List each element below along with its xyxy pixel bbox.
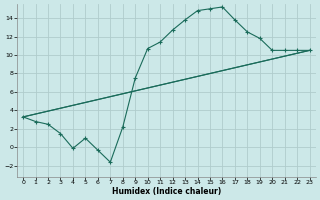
X-axis label: Humidex (Indice chaleur): Humidex (Indice chaleur) xyxy=(112,187,221,196)
